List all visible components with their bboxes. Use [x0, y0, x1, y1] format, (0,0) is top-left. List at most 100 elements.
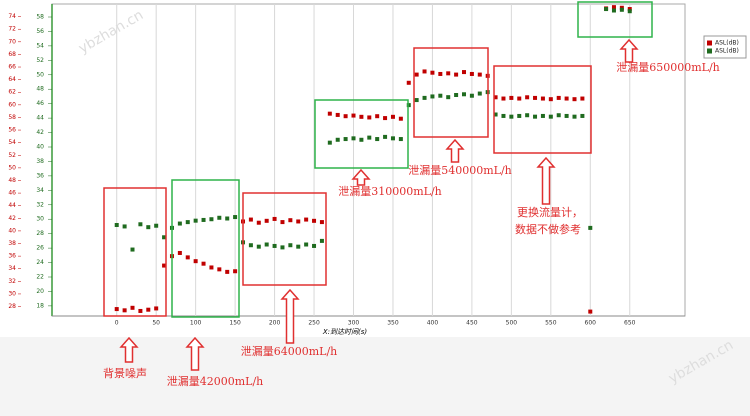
point	[217, 215, 222, 220]
box	[103, 187, 167, 317]
y2-tick-label: 52	[36, 57, 44, 64]
point	[611, 8, 616, 13]
point	[572, 114, 577, 119]
point	[438, 93, 443, 98]
y2-tick-label: 18	[36, 302, 44, 309]
y2-tick-label: 46	[36, 100, 44, 107]
x-tick-label: 550	[545, 320, 557, 327]
point	[548, 97, 553, 102]
point	[501, 113, 506, 118]
legend-box	[703, 35, 747, 59]
x-tick-label: 350	[387, 320, 399, 327]
x-tick-label: 150	[229, 320, 241, 327]
y-tick-label: 68	[8, 51, 16, 58]
point	[225, 216, 230, 221]
point	[469, 71, 474, 76]
point	[304, 242, 309, 247]
grid	[116, 4, 631, 316]
y2-tick-label: 34	[36, 187, 44, 194]
y2-tick-label: 40	[36, 144, 44, 151]
y2-tick-label: 54	[36, 42, 44, 49]
point	[383, 116, 388, 121]
point	[233, 215, 238, 220]
point	[264, 218, 269, 223]
arrow	[351, 168, 371, 186]
point	[130, 305, 135, 310]
point	[517, 96, 522, 101]
x-tick-label: 0	[115, 320, 119, 327]
y2-tick-label: 28	[36, 230, 44, 237]
y-tick-label: 60	[8, 101, 16, 108]
point	[509, 95, 514, 100]
point	[390, 136, 395, 141]
point	[462, 70, 467, 75]
point	[138, 222, 143, 227]
point	[122, 224, 127, 229]
y-tick-label: 36	[8, 253, 16, 260]
x-tick-label: 600	[585, 320, 597, 327]
point	[312, 243, 317, 248]
point	[517, 113, 522, 118]
point	[177, 221, 182, 226]
point	[304, 217, 309, 222]
annotation: 数据不做参考	[515, 222, 581, 236]
arrow	[185, 336, 205, 371]
point	[540, 96, 545, 101]
point	[272, 216, 277, 221]
point	[375, 137, 380, 142]
x-tick-label: 500	[506, 320, 518, 327]
point	[296, 244, 301, 249]
point	[256, 220, 261, 225]
point	[446, 71, 451, 76]
x-tick-label: 200	[269, 320, 281, 327]
point	[359, 114, 364, 119]
point	[327, 140, 332, 145]
y-tick-label: 66	[8, 64, 16, 71]
point	[351, 113, 356, 118]
point	[280, 220, 285, 225]
y-tick-label: 54	[8, 139, 16, 146]
point	[146, 225, 151, 230]
y2-tick-label: 50	[36, 71, 44, 78]
boxes	[103, 1, 653, 318]
point	[533, 114, 538, 119]
y-tick-label: 62	[8, 89, 16, 96]
y2-tick-label: 22	[36, 274, 44, 281]
point	[217, 267, 222, 272]
y2-tick-label: 24	[36, 259, 44, 266]
point	[248, 217, 253, 222]
point	[611, 5, 616, 10]
point	[414, 98, 419, 103]
point	[588, 225, 593, 230]
point	[580, 96, 585, 101]
point	[312, 218, 317, 223]
y-tick-label: 56	[8, 127, 16, 134]
point	[343, 137, 348, 142]
point	[548, 114, 553, 119]
point	[446, 95, 451, 100]
point	[367, 115, 372, 120]
y-tick-label: 52	[8, 152, 16, 159]
point	[319, 238, 324, 243]
point	[477, 72, 482, 77]
point	[375, 114, 380, 119]
box	[413, 47, 489, 138]
point	[122, 308, 127, 313]
arrow	[119, 336, 139, 363]
legend-swatch	[707, 48, 712, 54]
point	[422, 95, 427, 100]
y-tick-label: 42	[8, 215, 16, 222]
point	[454, 93, 459, 97]
y-tick-label: 30	[8, 290, 16, 297]
box	[577, 1, 653, 38]
point	[335, 112, 340, 117]
point	[509, 114, 514, 119]
x-tick-label: 400	[427, 320, 439, 327]
point	[288, 218, 293, 223]
point	[525, 95, 530, 100]
point	[627, 7, 632, 12]
point	[185, 220, 190, 225]
point	[533, 95, 538, 100]
point	[430, 70, 435, 75]
